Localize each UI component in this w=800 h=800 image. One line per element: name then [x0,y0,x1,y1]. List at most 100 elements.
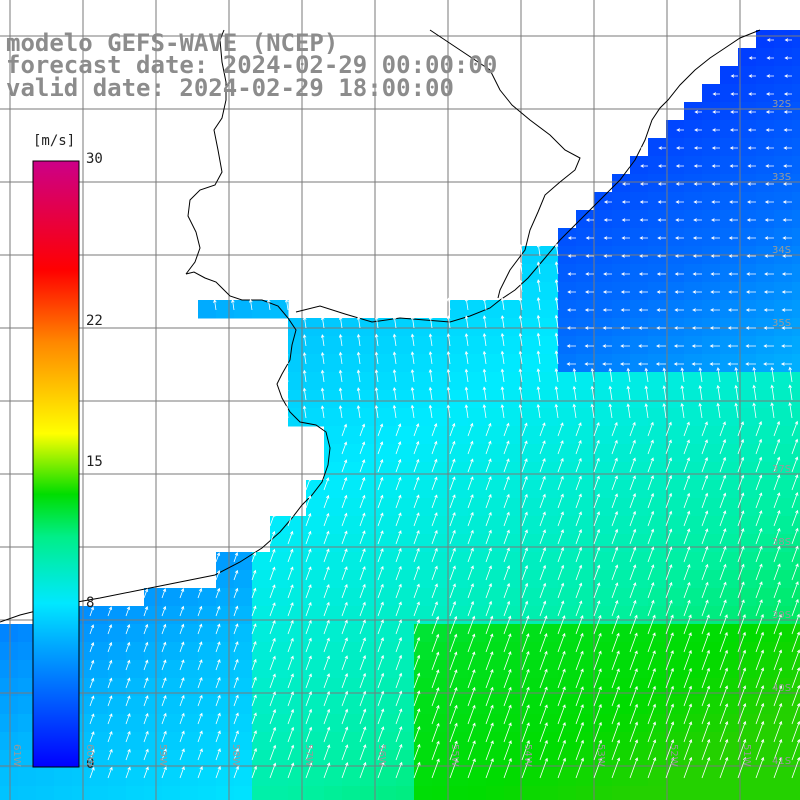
wind-arrow [603,200,612,204]
field-cell [684,138,703,157]
wind-arrow [745,326,756,330]
wind-arrow [622,164,630,168]
wind-arrow [392,369,397,383]
wind-arrow [719,721,729,743]
wind-arrow [521,475,528,491]
wind-arrow [431,704,440,725]
wind-arrow [783,128,792,132]
wind-arrow [782,254,792,258]
wind-arrow [629,685,638,707]
wind-arrow [485,422,492,437]
wind-arrow [557,511,564,527]
wind-arrow [611,439,618,455]
field-cell [612,318,631,337]
field-cell [252,642,271,661]
field-cell [360,552,379,571]
wind-arrow [782,182,792,186]
wind-arrow [341,637,348,653]
field-cell [342,498,361,517]
field-cell [504,354,523,373]
field-cell [18,732,37,751]
field-cell [576,642,595,661]
field-cell [450,660,469,679]
field-cell [792,534,800,553]
wind-arrow [323,601,330,617]
field-cell [684,786,703,800]
wind-arrow [269,709,276,725]
wind-arrow [755,702,765,725]
field-cell [450,570,469,589]
field-cell [432,732,451,751]
latitude-label: 38S [772,537,792,548]
wind-arrow [323,762,331,779]
wind-arrow [719,738,729,761]
field-cell [666,678,685,697]
field-cell [702,624,721,643]
wind-arrow [593,721,602,743]
wind-arrow [575,475,582,491]
wind-arrow [737,528,745,545]
wind-arrow [611,668,620,689]
field-cell [702,228,721,247]
wind-arrow [621,254,630,258]
wind-arrow [557,546,565,563]
wind-arrow [638,272,648,276]
field-cell [360,336,379,355]
field-cell [342,642,361,661]
field-cell [576,624,595,643]
field-cell [432,336,451,355]
wind-arrow [521,740,530,761]
wind-arrow [701,581,709,599]
wind-arrow [251,712,257,725]
field-cell [648,228,667,247]
field-cell [522,750,541,769]
field-cell [252,300,271,319]
field-cell [792,552,800,571]
wind-arrow [694,92,702,96]
wind-arrow [729,128,738,132]
field-cell [756,102,775,121]
field-cell [90,750,109,769]
wind-arrow [287,744,295,761]
wind-arrow [284,405,289,419]
field-cell [90,624,109,643]
wind-arrow [716,384,721,401]
field-cell [288,408,307,427]
field-cell [756,228,775,247]
wind-arrow [728,236,738,240]
field-cell [558,498,577,517]
wind-arrow [197,748,203,761]
wind-arrow [539,722,548,743]
wind-arrow [197,712,203,725]
wind-arrow [711,164,720,168]
field-cell [774,714,793,733]
field-cell [324,516,343,535]
field-cell [306,588,325,607]
wind-arrow [395,690,403,707]
wind-arrow [356,404,361,419]
field-cell [792,102,800,121]
wind-arrow [161,695,167,707]
wind-arrow [215,623,221,635]
wind-arrow [539,547,546,563]
field-cell [432,534,451,553]
wind-arrow [485,493,492,509]
wind-arrow [665,475,672,491]
wind-arrow [341,744,349,761]
wind-arrow [233,569,239,581]
field-cell [450,696,469,715]
field-cell [396,444,415,463]
wind-arrow [143,641,149,653]
wind-arrow [711,200,720,204]
field-cell [792,318,800,337]
wind-arrow [683,492,691,509]
wind-arrow [557,600,565,617]
wind-arrow [676,110,684,114]
field-cell [432,444,451,463]
wind-arrow [485,615,494,635]
wind-arrow [485,529,492,545]
latitude-label: 32S [772,99,792,110]
field-cell [774,372,793,391]
field-cell [108,696,127,715]
wind-arrow [341,494,348,509]
